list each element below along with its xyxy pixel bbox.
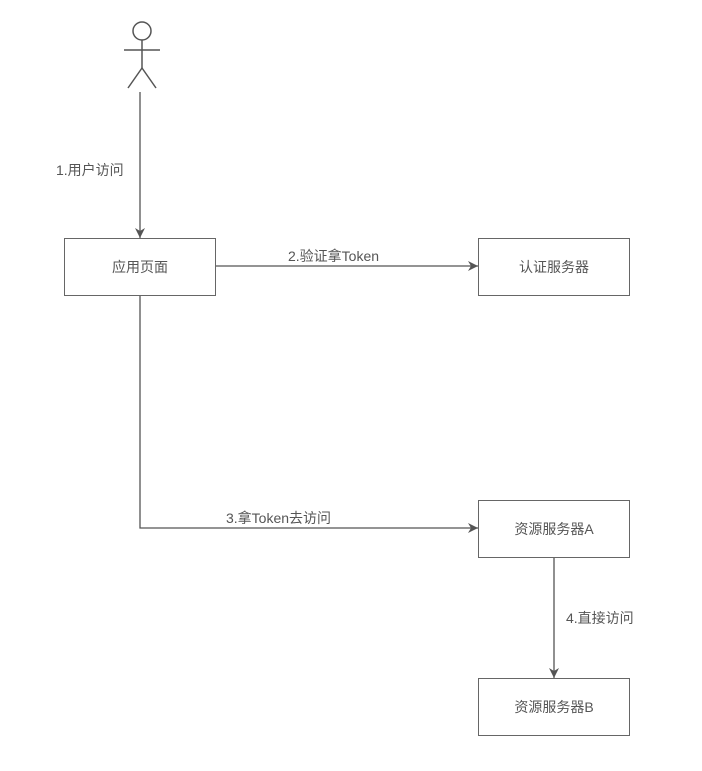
node-label: 认证服务器 [519,257,589,277]
edge-label-4: 4.直接访问 [566,608,634,628]
edges-svg [0,0,702,771]
node-label: 资源服务器A [514,519,593,539]
edge-label-2: 2.验证拿Token [288,246,379,266]
node-auth-server: 认证服务器 [478,238,630,296]
node-resource-server-a: 资源服务器A [478,500,630,558]
edge-e3 [140,296,478,528]
edge-label-1: 1.用户访问 [56,160,124,180]
edge-label-3: 3.拿Token去访问 [226,508,331,528]
user-actor-icon [122,20,162,97]
node-label: 应用页面 [112,257,168,277]
flowchart-diagram: 应用页面 认证服务器 资源服务器A 资源服务器B 1.用户访问 2.验证拿Tok… [0,0,702,771]
node-resource-server-b: 资源服务器B [478,678,630,736]
node-label: 资源服务器B [514,697,593,717]
node-app-page: 应用页面 [64,238,216,296]
